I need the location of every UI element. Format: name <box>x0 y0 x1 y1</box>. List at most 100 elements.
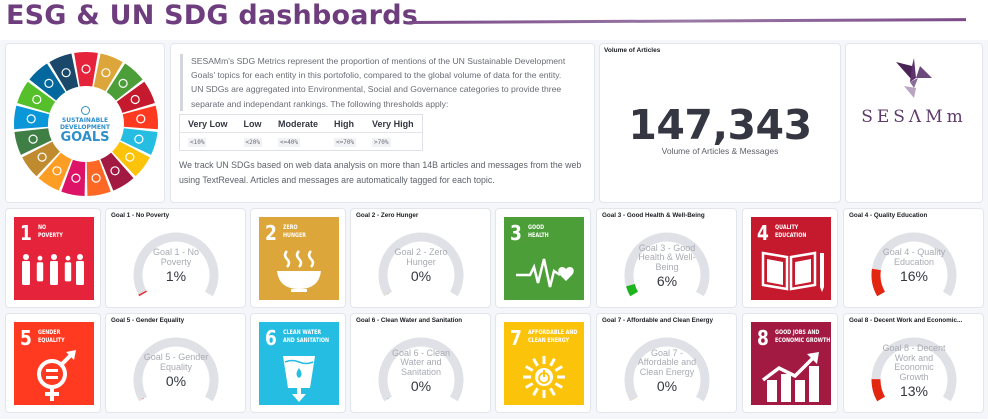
gauge-panel-title: Goal 1 - No Poverty <box>111 212 170 219</box>
sdg-name-line-2: EQUALITY <box>38 336 65 344</box>
gauge-value: 0% <box>410 268 432 284</box>
gauge-panel-title: Goal 2 - Zero Hunger <box>356 212 419 219</box>
gauge-label-line: Goal 2 - Zero <box>394 247 448 257</box>
gauge-label: Goal 6 - Clean Water and Sanitation <box>386 347 456 378</box>
gauge-panel-goal-5[interactable]: Goal 5 - Gender Equality Goal 5 - Gender… <box>105 313 246 413</box>
sdg-number: 8 <box>757 326 769 350</box>
gauge-label-line: Being <box>655 261 679 272</box>
gauge-value: 0% <box>656 378 678 394</box>
gauge-panel-title: Goal 6 - Clean Water and Sanitation <box>356 317 463 324</box>
sdg-icon-panel-goal-7[interactable]: 7 AFFORDABLE AND CLEAN ENERGY <box>495 313 591 413</box>
sdg-segment-glyph-icon <box>134 134 144 144</box>
gauge-panel-goal-7[interactable]: Goal 7 - Affordable and Clean Energy Goa… <box>596 313 737 413</box>
gauge-panel-title: Goal 4 - Quality Education <box>849 212 928 219</box>
gauge-value: 0% <box>165 373 187 389</box>
sdg-wheel-panel[interactable]: SUSTAINABLE DEVELOPMENT GOALS <box>5 43 165 203</box>
gauge-chart <box>871 337 957 402</box>
threshold-cell: <10% <box>180 133 236 151</box>
sdg-name-line-2: ECONOMIC GROWTH <box>775 336 831 344</box>
gauge-track <box>871 337 957 402</box>
gauge-chart <box>624 337 710 402</box>
gauge-chart <box>378 337 464 402</box>
sdg-name-line-2: HEALTH <box>528 231 549 239</box>
sdg-icon-panel-goal-5[interactable]: 5 GENDER EQUALITY <box>5 313 101 413</box>
gauge-panel-goal-3[interactable]: Goal 3 - Good Health & Well-Being Goal 3… <box>596 208 737 308</box>
sdg-name-line-1: ZERO <box>283 224 298 231</box>
tracking-text: We track UN SDGs based on web data analy… <box>179 160 582 185</box>
sdg-wheel-segment <box>74 51 98 87</box>
threshold-value: <10% <box>188 138 207 147</box>
sdg-wheel-segment <box>17 81 56 113</box>
gauge-label-line: Growth <box>899 371 929 382</box>
gauge-label: Goal 1 - No Poverty <box>141 247 211 267</box>
gauge-panel-goal-1[interactable]: Goal 1 - No Poverty Goal 1 - No Poverty 1… <box>105 208 246 308</box>
gauge-label-line: Work and <box>894 352 934 363</box>
threshold-cell: >70% <box>364 133 422 151</box>
sdg-name: NO POVERTY <box>38 224 63 239</box>
sdg-wheel-segment <box>120 128 158 155</box>
thresholds-table: Very Low Low Moderate High Very High <10% <20… <box>179 114 423 151</box>
sdg-name: GOOD JOBS AND ECONOMIC GROWTH <box>775 329 830 344</box>
sdg-segment-glyph-icon <box>136 114 146 124</box>
sdg-icon-panel-goal-8[interactable]: 8 GOOD JOBS AND ECONOMIC GROWTH <box>742 313 838 413</box>
gauge-label: Goal 2 - Zero Hunger <box>386 247 456 267</box>
gauge-track <box>133 337 219 402</box>
sdg-goal-1-icon: 1 NO POVERTY <box>14 217 94 300</box>
threshold-cell: <=40% <box>270 133 326 151</box>
sdg-name-line-1: QUALITY <box>775 224 799 231</box>
sdg-wheel-logo <box>13 51 159 196</box>
sdg-icon-panel-goal-2[interactable]: 2 ZERO HUNGER <box>250 208 346 308</box>
sdg-icon-panel-goal-3[interactable]: 3 GOOD HEALTH <box>495 208 591 308</box>
gauge-panel-goal-4[interactable]: Goal 4 - Quality Education Goal 4 - Qual… <box>843 208 984 308</box>
sdg-segment-glyph-icon <box>71 173 81 183</box>
sdg-name: GOOD HEALTH <box>528 224 549 239</box>
gauge-label: Goal 5 - Gender Equality <box>141 352 211 372</box>
gauge-label: Goal 8 - Decent Work and Economic Growth <box>879 343 949 382</box>
wheel-line-2: DEVELOPMENT <box>59 124 111 131</box>
volume-panel[interactable]: Volume of Articles 147,343 Volume of Art… <box>599 43 841 203</box>
sdg-icon-panel-goal-1[interactable]: 1 NO POVERTY <box>5 208 101 308</box>
threshold-cell: <20% <box>236 133 270 151</box>
sdg-segment-glyph-icon <box>125 152 135 162</box>
sdg-segment-glyph-icon <box>26 114 36 124</box>
sdg-wheel-segment <box>100 152 134 191</box>
sdg-goal-5-icon: 5 GENDER EQUALITY <box>14 322 94 405</box>
gauge-value: 13% <box>899 383 929 399</box>
sdg-name-line-1: GENDER <box>38 329 61 336</box>
growth-chart-icon <box>761 352 819 402</box>
bowl-icon <box>277 250 321 292</box>
gauge-value: 16% <box>899 268 929 284</box>
sdg-goal-3-icon: 3 GOOD HEALTH <box>504 217 584 300</box>
gauge-panel-goal-2[interactable]: Goal 2 - Zero Hunger Goal 2 - Zero Hunger… <box>350 208 491 308</box>
wheel-line-1: SUSTAINABLE <box>61 117 109 124</box>
sdg-segment-glyph-icon <box>91 173 101 183</box>
threshold-header: High <box>325 114 365 133</box>
gauge-panel-goal-6[interactable]: Goal 6 - Clean Water and Sanitation Goal… <box>350 313 491 413</box>
volume-panel-title: Volume of Articles <box>604 47 661 54</box>
sdg-number: 7 <box>510 326 522 350</box>
sdg-icon-panel-goal-6[interactable]: 6 CLEAN WATER AND SANITATION <box>250 313 346 413</box>
sdg-name-line-2: HUNGER <box>283 231 306 239</box>
gauge-label-line: Goal 6 - Clean <box>391 347 451 358</box>
gauge-panel-title: Goal 5 - Gender Equality <box>111 317 185 324</box>
sdg-wheel-segment <box>22 141 60 177</box>
wheel-line-3: GOALS <box>60 130 110 145</box>
gauge-label-line: Health & Well- <box>638 252 696 262</box>
sdg-name-line-2: AND SANITATION <box>283 336 330 344</box>
gauge-chart <box>871 232 957 297</box>
sdg-goal-7-icon: 7 AFFORDABLE AND CLEAN ENERGY <box>504 322 584 405</box>
sesamm-logo-panel[interactable]: SESΛMm <box>845 43 983 203</box>
threshold-value: >70% <box>372 138 391 147</box>
sdg-name: GENDER EQUALITY <box>38 329 65 344</box>
sdg-number: 3 <box>510 221 522 245</box>
heartbeat-icon <box>516 258 574 288</box>
sdg-icon-panel-goal-4[interactable]: 4 QUALITY EDUCATION <box>742 208 838 308</box>
gauge-label-line: Education <box>893 256 935 267</box>
gauge-label-line: Goal 4 - Quality <box>882 247 946 257</box>
sdg-wheel-segment <box>122 105 159 130</box>
sdg-segment-glyph-icon <box>28 134 38 144</box>
sdg-name-line-1: AFFORDABLE AND <box>528 329 578 336</box>
gauge-track <box>624 337 710 402</box>
sdg-segment-glyph-icon <box>37 152 47 162</box>
gauge-panel-goal-8[interactable]: Goal 8 - Decent Work and Economic... Goa… <box>843 313 984 413</box>
